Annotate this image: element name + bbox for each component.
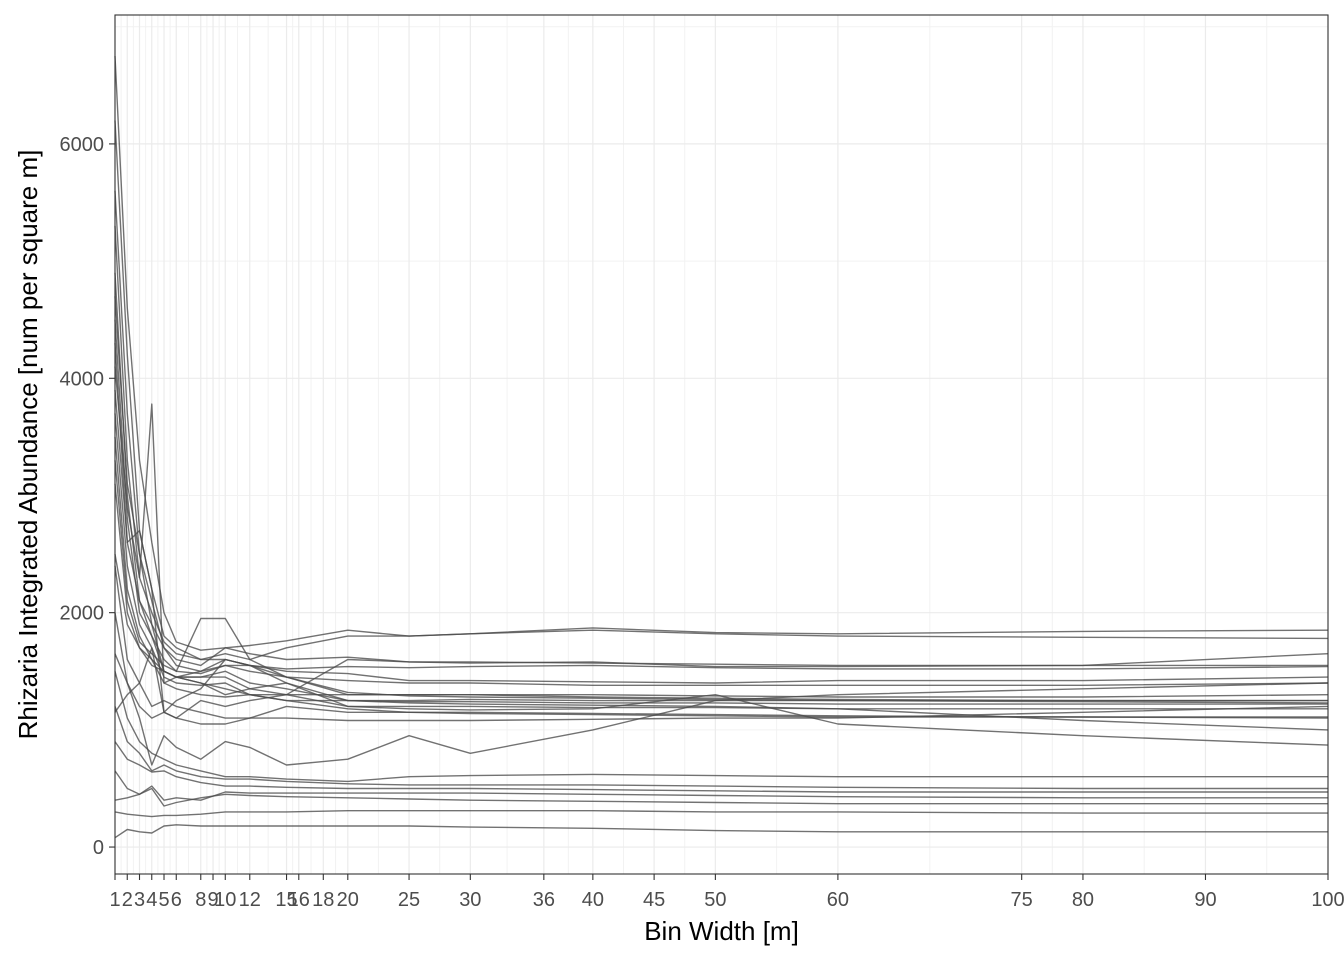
series-line-2 (114, 120, 1329, 661)
y-tick-label: 2000 (60, 603, 105, 625)
y-tick-label: 0 (93, 837, 104, 859)
series-line-25 (114, 810, 1328, 818)
series-line-10 (114, 389, 1328, 710)
series-line-18 (114, 647, 1328, 719)
x-tick-label: 6 (171, 889, 182, 911)
series-line-12 (114, 436, 1328, 702)
x-tick-label: 1 (109, 889, 120, 911)
y-axis-ticks: 0 2000 4000 6000 (60, 134, 115, 859)
series-line-20 (114, 671, 1328, 783)
x-tick-label: 45 (643, 889, 665, 911)
x-tick-label: 16 (288, 889, 310, 911)
series-line-24 (114, 787, 1328, 807)
series-line-17 (114, 653, 1329, 725)
series-line-11 (114, 413, 1329, 719)
x-tick-label: 100 (1311, 889, 1344, 911)
series-line-5 (114, 272, 1329, 684)
x-axis-title: Bin Width [m] (644, 916, 799, 946)
x-tick-label: 3 (134, 889, 145, 911)
x-tick-label: 90 (1194, 889, 1216, 911)
x-tick-label: 18 (312, 889, 334, 911)
series-line-9 (114, 366, 1328, 705)
x-tick-label: 25 (398, 889, 420, 911)
series-line-22 (114, 741, 1328, 793)
y-tick-label: 6000 (60, 134, 105, 156)
x-tick-label: 30 (459, 889, 481, 911)
series-line-3 (114, 190, 1329, 668)
x-tick-label: 5 (158, 889, 169, 911)
series-line-7 (114, 343, 1329, 713)
x-tick-label: 9 (207, 889, 218, 911)
series-line-4 (114, 225, 1329, 670)
x-tick-label: 60 (827, 889, 849, 911)
series-lines (114, 55, 1329, 839)
x-tick-label: 36 (533, 889, 555, 911)
x-tick-label: 10 (214, 889, 236, 911)
x-tick-label: 15 (275, 889, 297, 911)
x-tick-label: 80 (1072, 889, 1094, 911)
x-tick-label: 20 (337, 889, 359, 911)
y-axis-title: Rhizaria Integrated Abundance [num per s… (13, 150, 43, 740)
grid-minor (115, 15, 1328, 874)
series-line-23 (114, 770, 1328, 801)
series-line-16 (114, 565, 1328, 719)
grid-major (114, 15, 1329, 874)
x-tick-label: 2 (122, 889, 133, 911)
x-tick-label: 12 (239, 889, 261, 911)
x-tick-label: 50 (704, 889, 726, 911)
y-tick-label: 4000 (60, 368, 105, 390)
series-line-8 (114, 296, 1328, 702)
series-line-1 (114, 55, 1329, 651)
x-tick-label: 75 (1011, 889, 1033, 911)
series-line-14 (114, 483, 1329, 731)
series-line-21 (114, 706, 1328, 790)
plot-panel-border (114, 14, 1329, 875)
x-tick-label: 4 (146, 889, 157, 911)
series-line-19 (114, 612, 1329, 766)
series-line-26 (114, 824, 1328, 839)
x-tick-label: 40 (582, 889, 604, 911)
x-tick-label: 8 (195, 889, 206, 911)
